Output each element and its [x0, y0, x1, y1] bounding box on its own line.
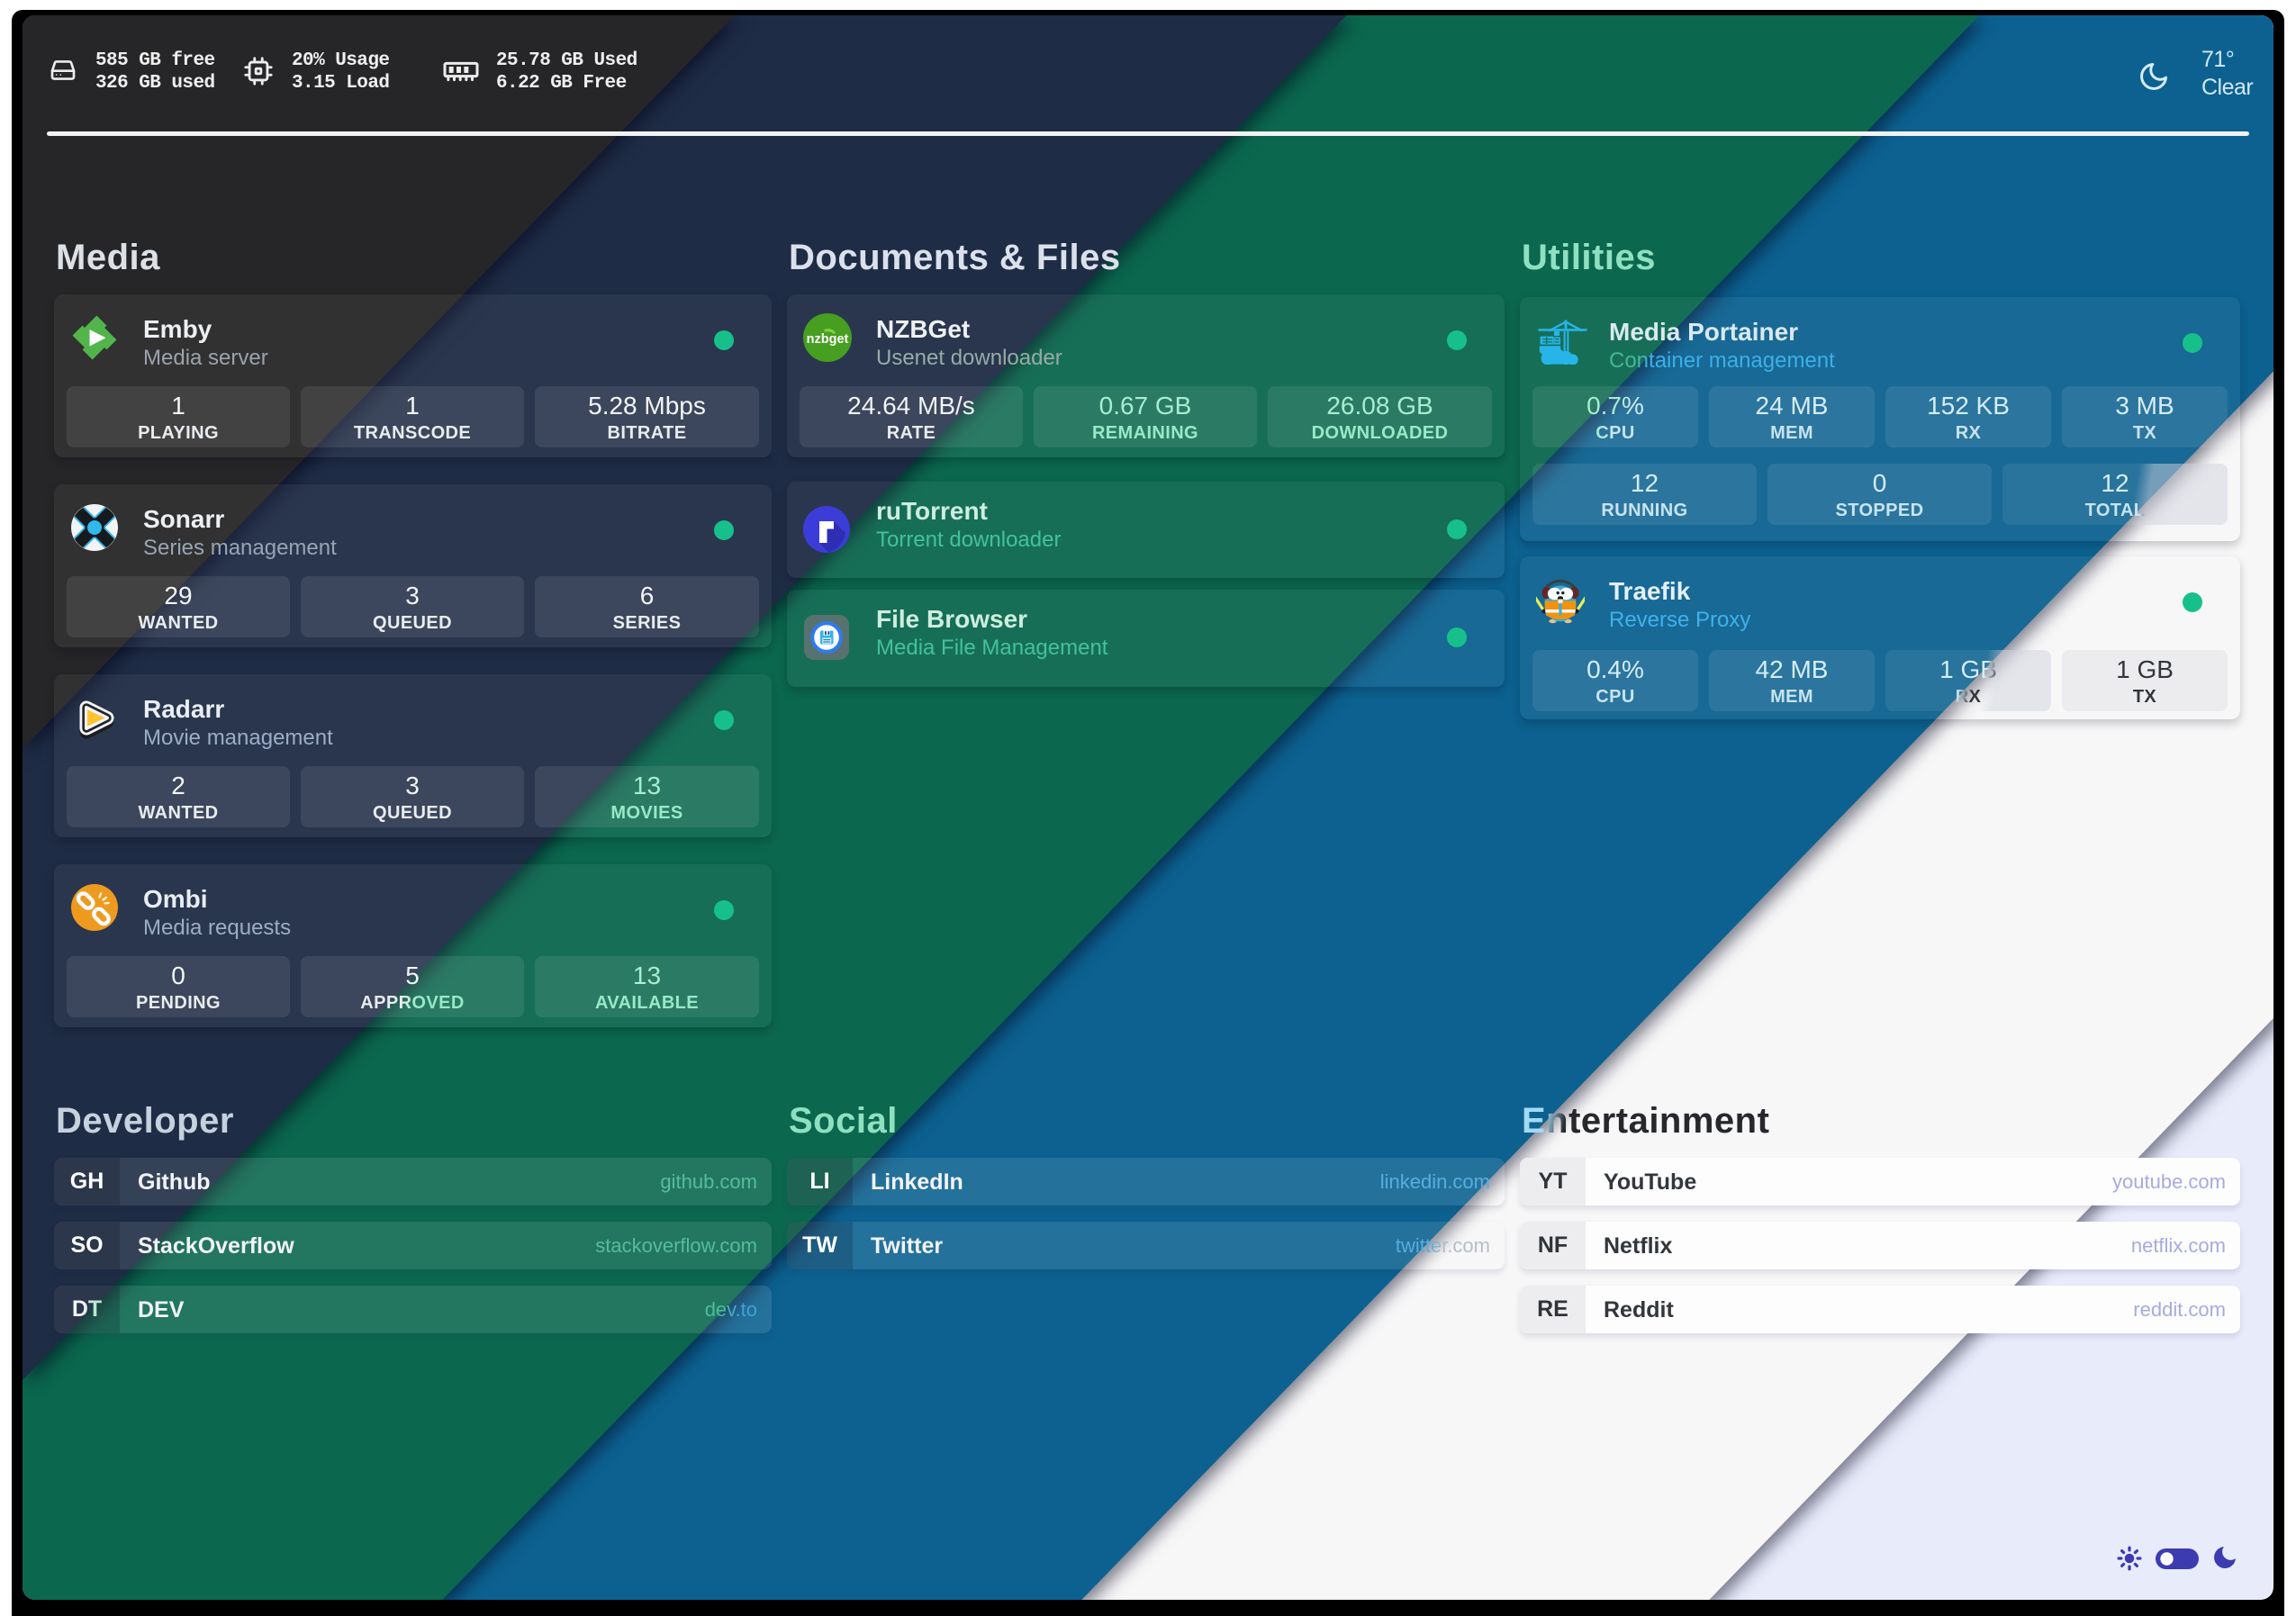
- svg-text:nzbget: nzbget: [807, 332, 849, 347]
